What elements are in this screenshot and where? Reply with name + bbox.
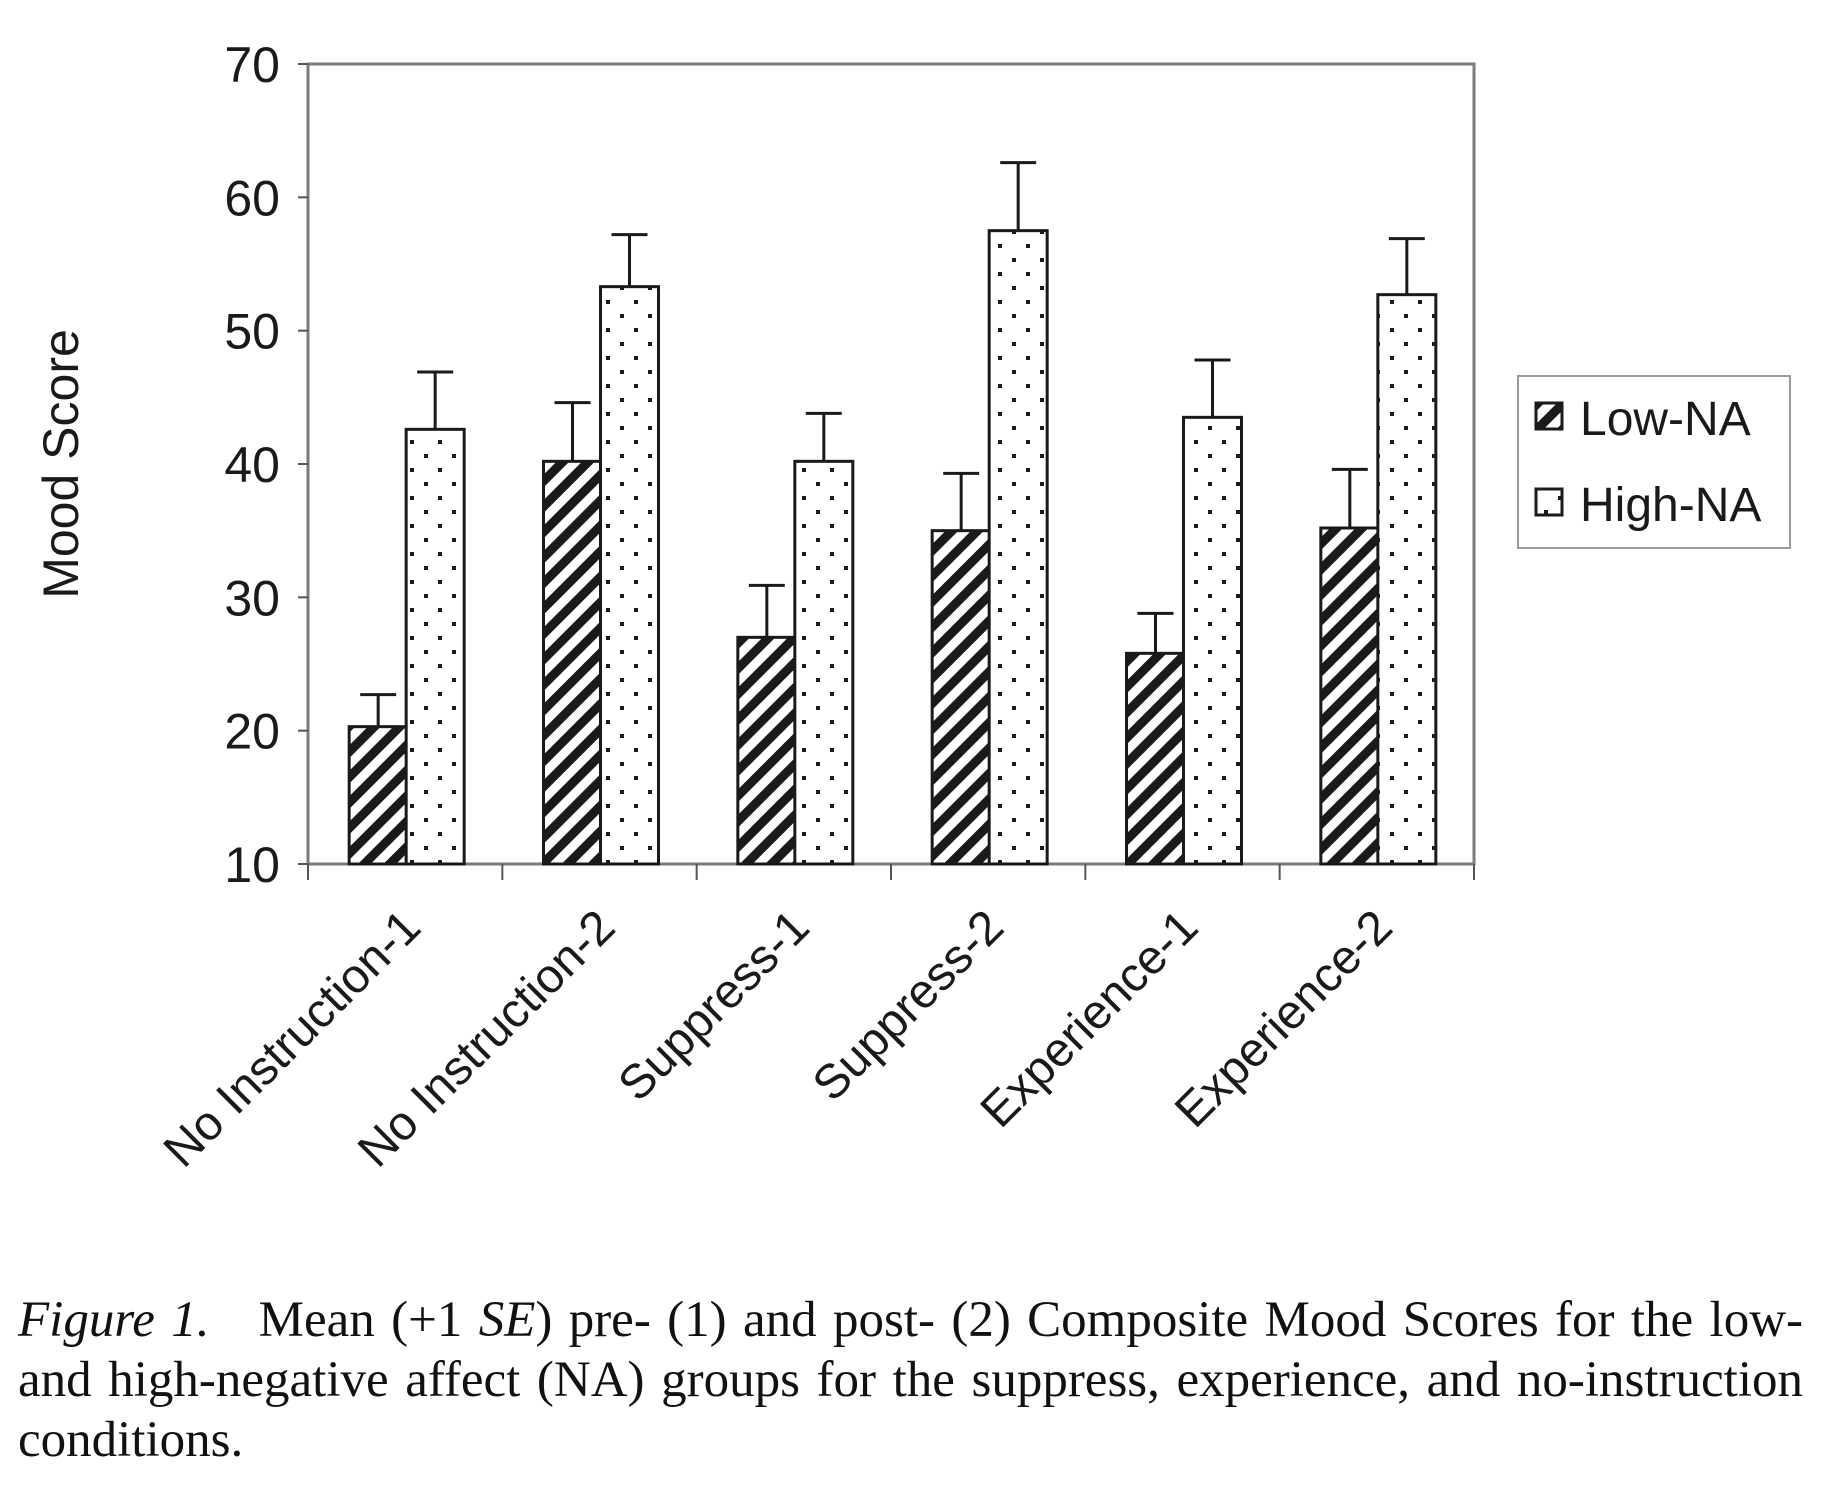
y-tick-label: 40 xyxy=(224,437,280,493)
legend-label-low-na: Low-NA xyxy=(1580,393,1751,446)
y-tick-label: 50 xyxy=(224,304,280,360)
y-tick-label: 30 xyxy=(224,570,280,626)
bar-high-na-1 xyxy=(404,427,466,866)
y-tick-label: 20 xyxy=(224,704,280,760)
caption-text-before: Mean (+1 xyxy=(258,1292,479,1348)
bar-low-na-6 xyxy=(1319,526,1381,866)
bar-high-na-4 xyxy=(987,229,1049,866)
y-tick-label: 60 xyxy=(224,170,280,226)
legend-swatch-low-na xyxy=(1534,401,1564,431)
bar-low-na-1 xyxy=(347,725,409,866)
bar-high-na-6 xyxy=(1376,293,1438,866)
caption-text-after: ) pre- (1) and post- (2) Composite Mood … xyxy=(18,1292,1804,1468)
y-axis: 10 20 30 40 50 60 70 xyxy=(224,37,308,893)
bar-high-na-5 xyxy=(1182,415,1243,866)
x-axis: No Instruction-1No Instruction-2Suppress… xyxy=(154,864,1475,1177)
figure-caption: Figure 1. Mean (+1 SE) pre- (1) and post… xyxy=(18,1290,1803,1470)
legend-swatch-high-na xyxy=(1534,487,1564,517)
bars-group xyxy=(347,161,1438,866)
bar-low-na-5 xyxy=(1125,651,1186,866)
caption-label: Figure 1. xyxy=(18,1292,210,1348)
bar-high-na-2 xyxy=(599,285,660,866)
x-tick-label-4: Suppress-2 xyxy=(803,900,1014,1111)
y-tick-label: 10 xyxy=(224,837,280,893)
caption-se: SE xyxy=(478,1292,536,1348)
legend-label-high-na: High-NA xyxy=(1580,479,1761,532)
bar-low-na-2 xyxy=(542,459,603,866)
y-tick-label: 70 xyxy=(224,37,280,93)
y-axis-title: Mood Score xyxy=(33,329,89,599)
mood-score-chart: No Instruction-1No Instruction-2Suppress… xyxy=(33,37,1791,1177)
bar-low-na-4 xyxy=(930,529,992,866)
plot-area-frame xyxy=(306,62,1476,866)
legend: Low-NA High-NA xyxy=(1517,375,1791,549)
bar-high-na-3 xyxy=(793,459,855,866)
bar-low-na-3 xyxy=(736,635,798,866)
x-tick-label-3: Suppress-1 xyxy=(609,900,820,1111)
